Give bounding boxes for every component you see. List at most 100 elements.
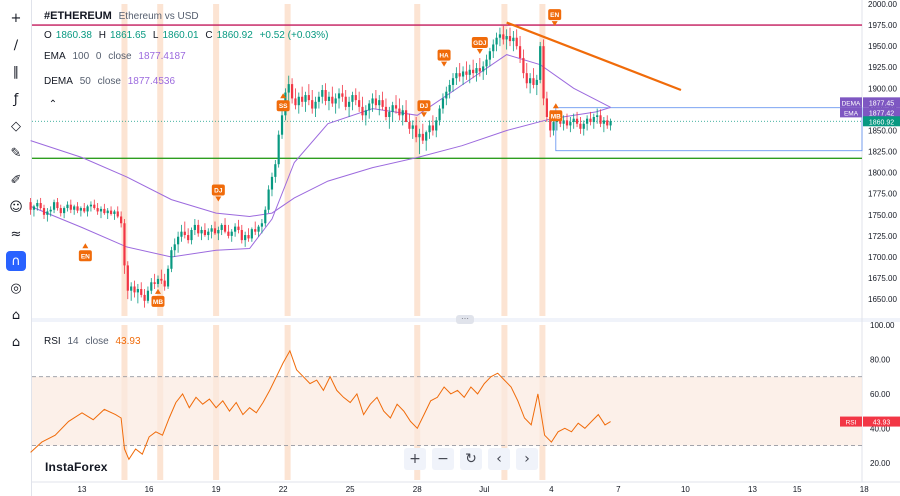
trash-icon[interactable]: ⌂ xyxy=(11,307,21,323)
time-tick-label: 13 xyxy=(748,485,757,494)
ruler-icon[interactable]: ∥ xyxy=(12,64,20,80)
magnet-icon[interactable]: ∩ xyxy=(6,251,26,271)
candle-body xyxy=(589,118,592,123)
event-marker: MB xyxy=(549,103,563,122)
candle-body xyxy=(331,96,334,104)
candle-body xyxy=(415,125,418,138)
reset-icon[interactable]: ↻ xyxy=(460,448,482,470)
candle-body xyxy=(277,134,280,165)
candle-body xyxy=(120,216,123,224)
ema-axis-label: 1877.42 xyxy=(869,110,894,117)
event-marker-badge xyxy=(151,295,165,307)
candle-body xyxy=(210,228,213,232)
candle-body xyxy=(582,123,585,129)
candle-body xyxy=(166,268,170,287)
event-marker: EN xyxy=(78,243,92,262)
rsi-tick-label: 20.00 xyxy=(870,459,891,468)
zoom-out-icon[interactable]: − xyxy=(432,448,454,470)
event-marker-label: EN xyxy=(550,12,559,19)
candle-body xyxy=(418,133,421,138)
brush-icon[interactable]: ✐ xyxy=(10,172,22,188)
drawing-toolbar: + ∕ ∥ ƒ ◇ ✎ ✐ ☺ ≈ ∩ ◎ ⌂ ⌂ xyxy=(0,0,32,496)
candle-body xyxy=(371,98,374,104)
candle-body xyxy=(89,204,93,207)
dema-legend[interactable]: DEMA 50 close 1877.4536 xyxy=(44,76,179,87)
event-marker-badge xyxy=(549,110,563,122)
price-tick-label: 1750.00 xyxy=(868,211,897,220)
home-icon[interactable]: ⌂ xyxy=(11,334,21,350)
dema-axis-label: 1877.45 xyxy=(869,100,894,107)
candle-body xyxy=(250,229,253,239)
candle-body xyxy=(398,108,401,116)
ohlc-high-label: H xyxy=(98,30,106,41)
candle-body xyxy=(290,84,294,99)
rsi-legend[interactable]: RSI 14 close 43.93 xyxy=(44,336,145,347)
candle-body xyxy=(69,204,72,210)
candle-body xyxy=(337,93,341,99)
ema-axis-label-bg xyxy=(863,107,900,118)
candle-body xyxy=(267,189,270,210)
candle-body xyxy=(163,280,166,287)
candle-body xyxy=(384,106,388,117)
symbol-name[interactable]: #ETHEREUM xyxy=(44,10,112,22)
candle-body xyxy=(59,208,62,214)
candle-body xyxy=(421,133,424,141)
emoji-icon[interactable]: ☺ xyxy=(9,199,23,215)
candle-body xyxy=(378,100,381,106)
event-marker-badge xyxy=(276,100,290,112)
candle-body xyxy=(438,108,441,121)
scroll-left-icon[interactable]: ‹ xyxy=(488,448,510,470)
candle-body xyxy=(361,106,364,116)
time-tick-label: 16 xyxy=(145,485,154,494)
rsi-period: 14 xyxy=(67,336,79,347)
time-tick-label: 22 xyxy=(279,485,288,494)
candle-body xyxy=(599,115,602,124)
time-tick-label: 28 xyxy=(413,485,422,494)
event-marker-badge xyxy=(211,184,225,196)
candle-body xyxy=(606,120,609,126)
price-tick-label: 2000.00 xyxy=(868,0,897,9)
rsi-band-fill xyxy=(32,376,862,446)
event-marker: MB xyxy=(151,288,165,307)
time-tick-label: 15 xyxy=(793,485,802,494)
candle-body xyxy=(515,37,518,47)
candle-body xyxy=(478,68,481,72)
candle-body xyxy=(455,73,458,79)
ohlc-high: 1861.65 xyxy=(109,30,147,41)
collapse-legend-icon[interactable]: ⌃ xyxy=(48,99,58,110)
ema-axis-name: EMA xyxy=(844,110,859,117)
ema-legend[interactable]: EMA 100 0 close 1877.4187 xyxy=(44,51,190,62)
price-tick-label: 1650.00 xyxy=(868,295,897,304)
candle-body xyxy=(230,231,233,236)
crosshair-icon[interactable]: + xyxy=(10,10,22,26)
candle-body xyxy=(160,278,163,281)
candle-body xyxy=(183,231,186,236)
scroll-right-icon[interactable]: › xyxy=(516,448,538,470)
dema-value: 1877.4536 xyxy=(127,76,176,87)
ohlc-low-label: L xyxy=(152,30,159,41)
time-tick-label: 13 xyxy=(78,485,87,494)
event-marker-label: DJ xyxy=(214,188,223,195)
event-marker-arrow xyxy=(552,103,559,109)
event-marker: DJ xyxy=(417,100,431,118)
rsi-axis-label-bg xyxy=(863,416,900,427)
event-marker-label: GDJ xyxy=(473,40,487,47)
candle-body xyxy=(270,176,274,190)
pencil-icon[interactable]: ✎ xyxy=(10,145,22,161)
pattern-icon[interactable]: ◇ xyxy=(11,118,21,134)
eye-off-icon[interactable]: ◎ xyxy=(10,280,22,296)
event-band xyxy=(414,4,421,316)
zoom-in-icon[interactable]: + xyxy=(404,448,426,470)
candle-body xyxy=(237,226,240,230)
pane-divider-handle[interactable]: ⋯ xyxy=(456,315,474,324)
ohlc-close-label: C xyxy=(205,30,213,41)
candle-body xyxy=(150,282,153,291)
trend-line-icon[interactable]: ∕ xyxy=(13,37,19,53)
candle-body xyxy=(36,203,39,207)
candle-body xyxy=(475,68,478,74)
candle-body xyxy=(368,103,371,111)
candle-body xyxy=(113,211,116,214)
wave-icon[interactable]: ≈ xyxy=(10,226,22,242)
fib-icon[interactable]: ƒ xyxy=(13,91,19,107)
